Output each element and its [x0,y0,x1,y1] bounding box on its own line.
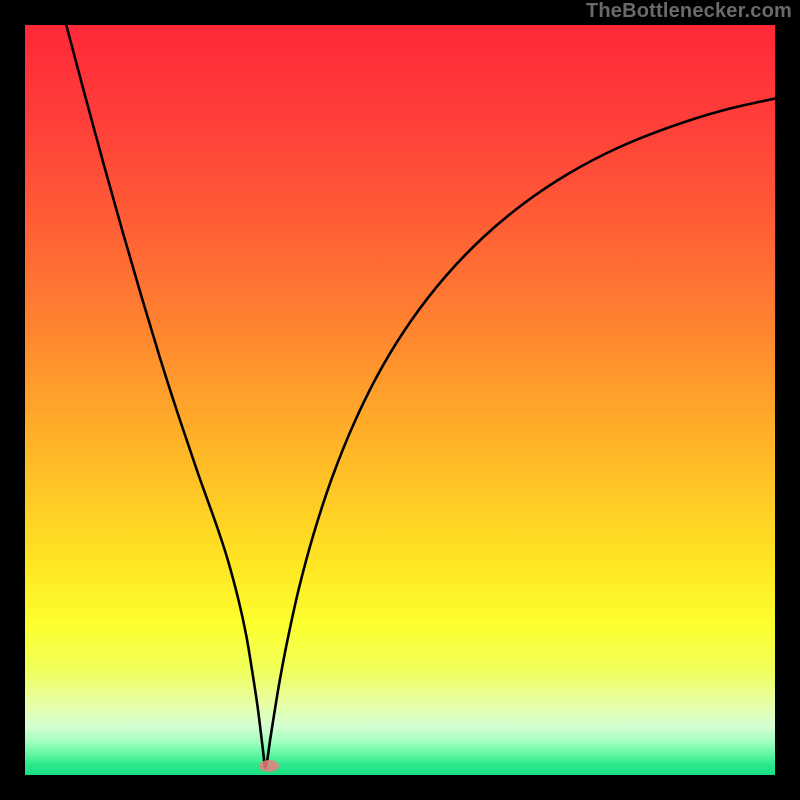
min-marker-shape [259,760,279,772]
plot-area [25,25,775,775]
min-marker [257,758,281,774]
watermark-text: TheBottlenecker.com [586,0,792,23]
bottleneck-curve [66,25,775,768]
curve-svg [25,25,775,775]
